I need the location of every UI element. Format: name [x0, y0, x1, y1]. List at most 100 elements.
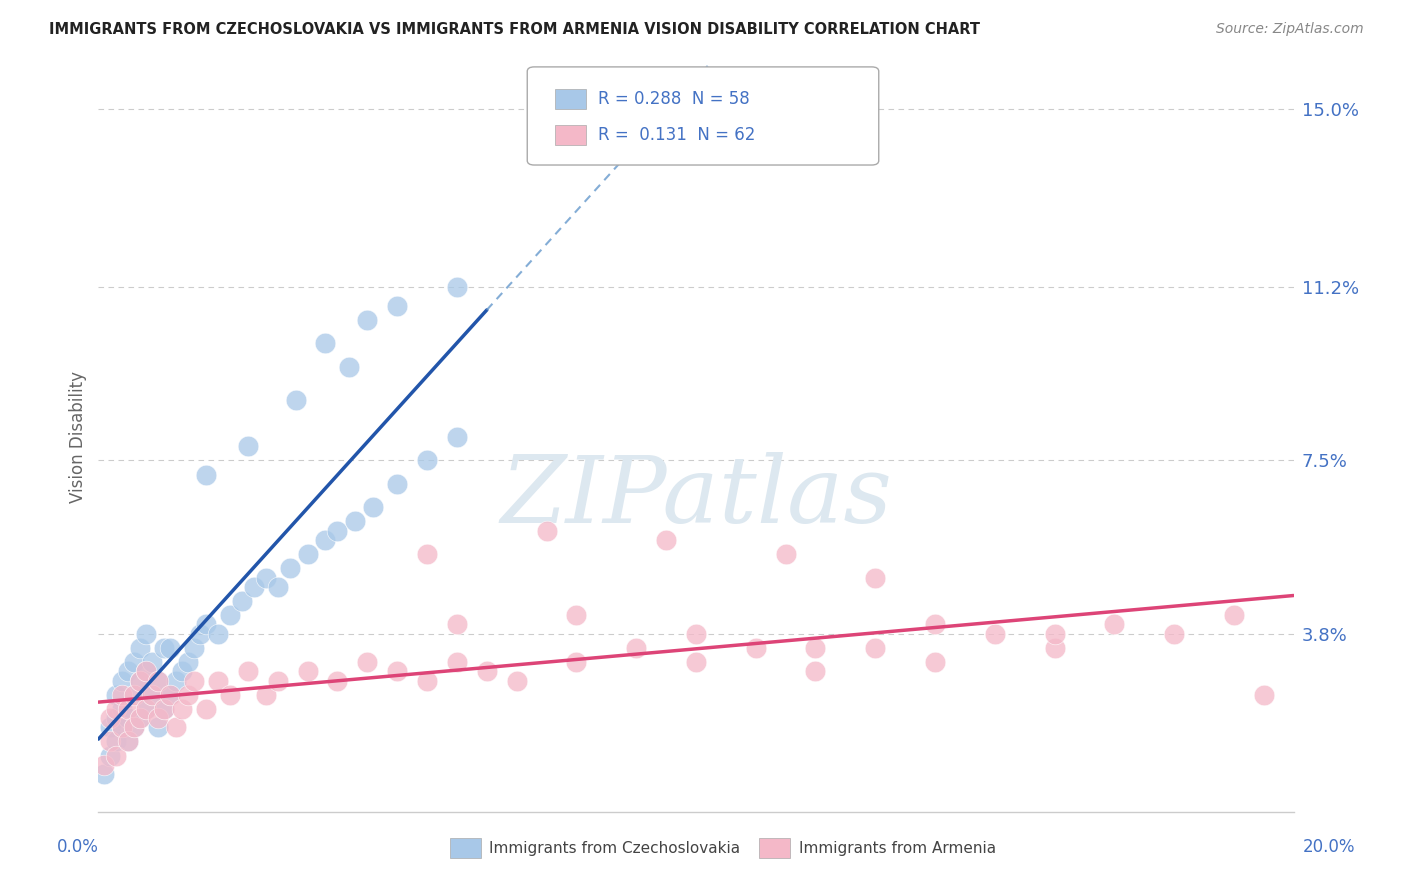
Point	[135, 701, 157, 715]
Point	[148, 711, 170, 725]
Point	[236, 440, 259, 453]
Point	[159, 688, 181, 702]
Point	[98, 748, 122, 763]
Text: Source: ZipAtlas.com: Source: ZipAtlas.com	[1216, 22, 1364, 37]
Point	[148, 673, 170, 688]
Point	[385, 299, 409, 313]
Point	[339, 359, 361, 374]
Point	[344, 514, 367, 528]
Point	[416, 453, 439, 467]
Point	[804, 640, 827, 655]
Point	[117, 664, 139, 679]
Point	[141, 688, 163, 702]
Point	[326, 524, 349, 538]
Point	[326, 673, 349, 688]
Text: IMMIGRANTS FROM CZECHOSLOVAKIA VS IMMIGRANTS FROM ARMENIA VISION DISABILITY CORR: IMMIGRANTS FROM CZECHOSLOVAKIA VS IMMIGR…	[49, 22, 980, 37]
Point	[195, 467, 218, 482]
Point	[284, 392, 307, 407]
Point	[416, 673, 439, 688]
Point	[506, 673, 529, 688]
Point	[363, 500, 385, 515]
Point	[153, 640, 176, 655]
Point	[111, 701, 134, 715]
Point	[536, 524, 558, 538]
Point	[111, 688, 134, 702]
Point	[565, 655, 588, 669]
Text: R = 0.288  N = 58: R = 0.288 N = 58	[598, 90, 749, 108]
Point	[236, 664, 259, 679]
Point	[124, 688, 146, 702]
Point	[446, 280, 468, 294]
Point	[135, 626, 157, 640]
Point	[141, 688, 163, 702]
Point	[475, 664, 498, 679]
Point	[356, 313, 378, 327]
Point	[98, 734, 122, 748]
Text: R =  0.131  N = 62: R = 0.131 N = 62	[598, 126, 755, 144]
Point	[655, 533, 678, 547]
Point	[804, 664, 827, 679]
Point	[135, 664, 157, 679]
Point	[135, 664, 157, 679]
Point	[124, 655, 146, 669]
Point	[98, 721, 122, 735]
Point	[153, 701, 176, 715]
Point	[1163, 626, 1185, 640]
Point	[124, 688, 146, 702]
Point	[177, 688, 200, 702]
Point	[117, 701, 139, 715]
Point	[865, 640, 887, 655]
Point	[254, 571, 277, 585]
Point	[124, 721, 146, 735]
Point	[141, 655, 163, 669]
Y-axis label: Vision Disability: Vision Disability	[69, 371, 87, 503]
Text: 0.0%: 0.0%	[56, 838, 98, 856]
Point	[111, 721, 134, 735]
Point	[297, 547, 319, 561]
Point	[267, 580, 290, 594]
Text: Immigrants from Armenia: Immigrants from Armenia	[799, 841, 995, 855]
Point	[865, 571, 887, 585]
Point	[165, 721, 187, 735]
Point	[924, 655, 946, 669]
Point	[685, 626, 707, 640]
Point	[1043, 626, 1066, 640]
Point	[135, 701, 157, 715]
Point	[243, 580, 266, 594]
Point	[385, 664, 409, 679]
Point	[129, 673, 152, 688]
Point	[165, 673, 187, 688]
Point	[129, 673, 152, 688]
Point	[117, 734, 139, 748]
Point	[177, 655, 200, 669]
Point	[416, 547, 439, 561]
Point	[385, 476, 409, 491]
Point	[111, 721, 134, 735]
Point	[117, 711, 139, 725]
Point	[172, 664, 194, 679]
Point	[446, 617, 468, 632]
Point	[219, 608, 242, 623]
Point	[105, 748, 128, 763]
Point	[159, 640, 181, 655]
Point	[745, 640, 768, 655]
Text: 20.0%: 20.0%	[1302, 838, 1355, 856]
Point	[267, 673, 290, 688]
Point	[195, 701, 218, 715]
Point	[446, 430, 468, 444]
Point	[129, 711, 152, 725]
Point	[129, 640, 152, 655]
Point	[231, 594, 253, 608]
Point	[129, 711, 152, 725]
Point	[105, 734, 128, 748]
Point	[685, 655, 707, 669]
Point	[775, 547, 797, 561]
Point	[111, 673, 134, 688]
Text: Immigrants from Czechoslovakia: Immigrants from Czechoslovakia	[489, 841, 741, 855]
Point	[1104, 617, 1126, 632]
Point	[98, 711, 122, 725]
Text: ZIPatlas: ZIPatlas	[501, 452, 891, 542]
Point	[153, 701, 176, 715]
Point	[315, 533, 337, 547]
Point	[105, 711, 128, 725]
